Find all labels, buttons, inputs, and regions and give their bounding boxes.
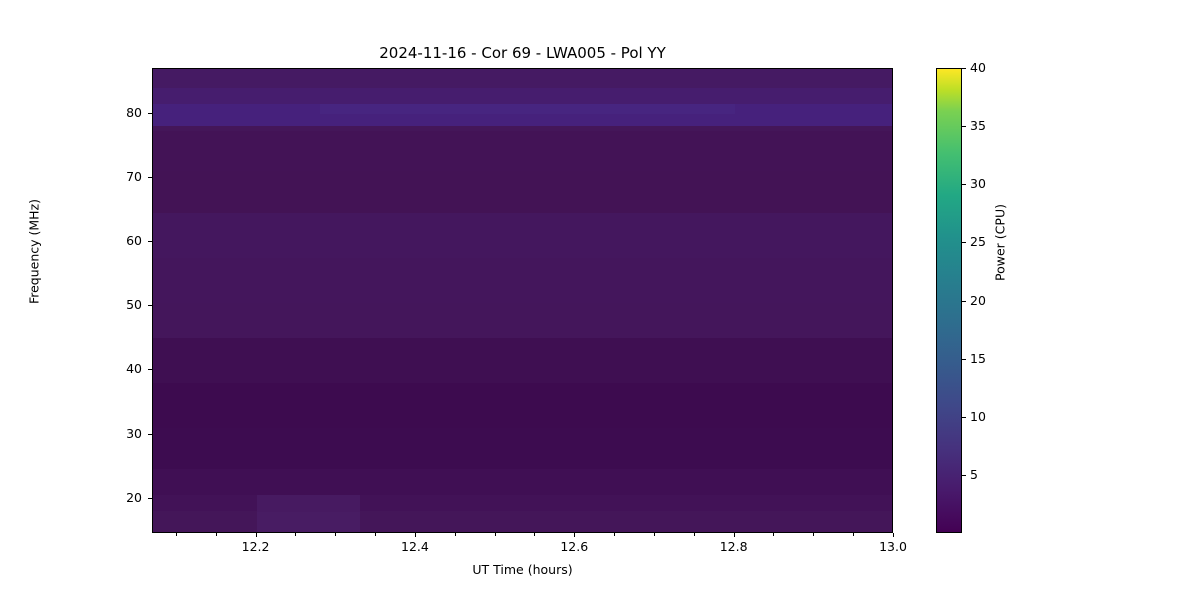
colorbar-tick-label: 40 — [970, 60, 986, 75]
heatmap-band — [153, 469, 892, 496]
x-tick-label: 13.0 — [879, 539, 907, 554]
x-tick-minor — [693, 533, 695, 536]
heatmap-axes — [152, 68, 893, 533]
x-tick-minor — [653, 533, 655, 536]
x-tick-major — [733, 533, 735, 537]
y-axis-label: Frequency (MHz) — [26, 198, 42, 305]
x-tick-major — [414, 533, 416, 537]
x-tick-major — [893, 533, 894, 537]
heatmap-band — [153, 427, 892, 471]
colorbar-tick-label: 30 — [970, 176, 986, 192]
y-tick-label: 20 — [126, 489, 142, 505]
plot-title: 2024-11-16 - Cor 69 - LWA005 - Pol YY — [379, 44, 666, 62]
y-tick-label: 80 — [126, 104, 142, 120]
heatmap-band — [153, 337, 892, 384]
x-tick-minor — [375, 533, 377, 536]
colorbar-tick-label: 35 — [970, 118, 986, 134]
y-tick-major — [148, 305, 152, 307]
y-tick-major — [148, 369, 152, 371]
x-tick-label: 12.4 — [401, 539, 429, 554]
colorbar-tick — [962, 184, 966, 186]
heatmap-band — [153, 87, 892, 105]
colorbar-tick-label: 15 — [970, 350, 986, 366]
heatmap-band — [153, 212, 892, 259]
colorbar-tick — [962, 126, 966, 128]
x-tick-minor — [454, 533, 456, 536]
heatmap-patch — [256, 511, 361, 532]
heatmap-patch — [256, 494, 361, 512]
heatmap-band — [153, 130, 892, 173]
colorbar-tick-label: 25 — [970, 234, 986, 250]
heatmap-band — [153, 302, 892, 339]
y-tick-label: 50 — [126, 297, 142, 313]
heatmap-band — [153, 171, 892, 214]
x-tick-minor — [813, 533, 815, 536]
y-tick-label: 30 — [126, 425, 142, 441]
x-tick-minor — [614, 533, 616, 536]
heatmap-band — [153, 257, 892, 304]
y-tick-label: 70 — [126, 169, 142, 185]
y-tick-major — [148, 241, 152, 243]
y-tick-label: 60 — [126, 233, 142, 249]
x-tick-minor — [215, 533, 217, 536]
heatmap-band — [153, 382, 892, 429]
x-tick-minor — [773, 533, 775, 536]
heatmap-band — [153, 69, 892, 89]
x-tick-label: 12.8 — [719, 539, 748, 554]
colorbar-tick — [962, 474, 966, 476]
colorbar — [936, 68, 962, 533]
colorbar-tick-label: 10 — [970, 408, 986, 424]
colorbar-tick — [962, 416, 966, 418]
y-tick-major — [148, 497, 152, 499]
y-tick-label: 40 — [126, 361, 142, 377]
x-tick-minor — [494, 533, 496, 536]
x-tick-minor — [295, 533, 297, 536]
colorbar-tick-label: 5 — [970, 466, 978, 482]
heatmap-band — [153, 126, 892, 132]
x-tick-major — [574, 533, 576, 537]
y-tick-major — [148, 112, 152, 114]
colorbar-tick — [962, 68, 966, 69]
colorbar-tick — [962, 300, 966, 302]
x-tick-major — [255, 533, 257, 537]
x-tick-minor — [175, 533, 177, 536]
x-axis-label: UT Time (hours) — [472, 562, 573, 577]
x-tick-label: 12.2 — [241, 539, 270, 554]
x-tick-minor — [534, 533, 536, 536]
colorbar-tick-label: 20 — [970, 292, 986, 308]
x-tick-minor — [853, 533, 855, 536]
y-tick-major — [148, 177, 152, 179]
colorbar-label: Power (CPU) — [992, 204, 1008, 281]
heatmap-patch — [320, 103, 735, 114]
x-tick-minor — [335, 533, 337, 536]
x-tick-label: 12.6 — [560, 539, 589, 554]
colorbar-tick — [962, 358, 966, 360]
colorbar-tick — [962, 242, 966, 244]
y-tick-major — [148, 433, 152, 435]
heatmap-image — [153, 69, 892, 532]
